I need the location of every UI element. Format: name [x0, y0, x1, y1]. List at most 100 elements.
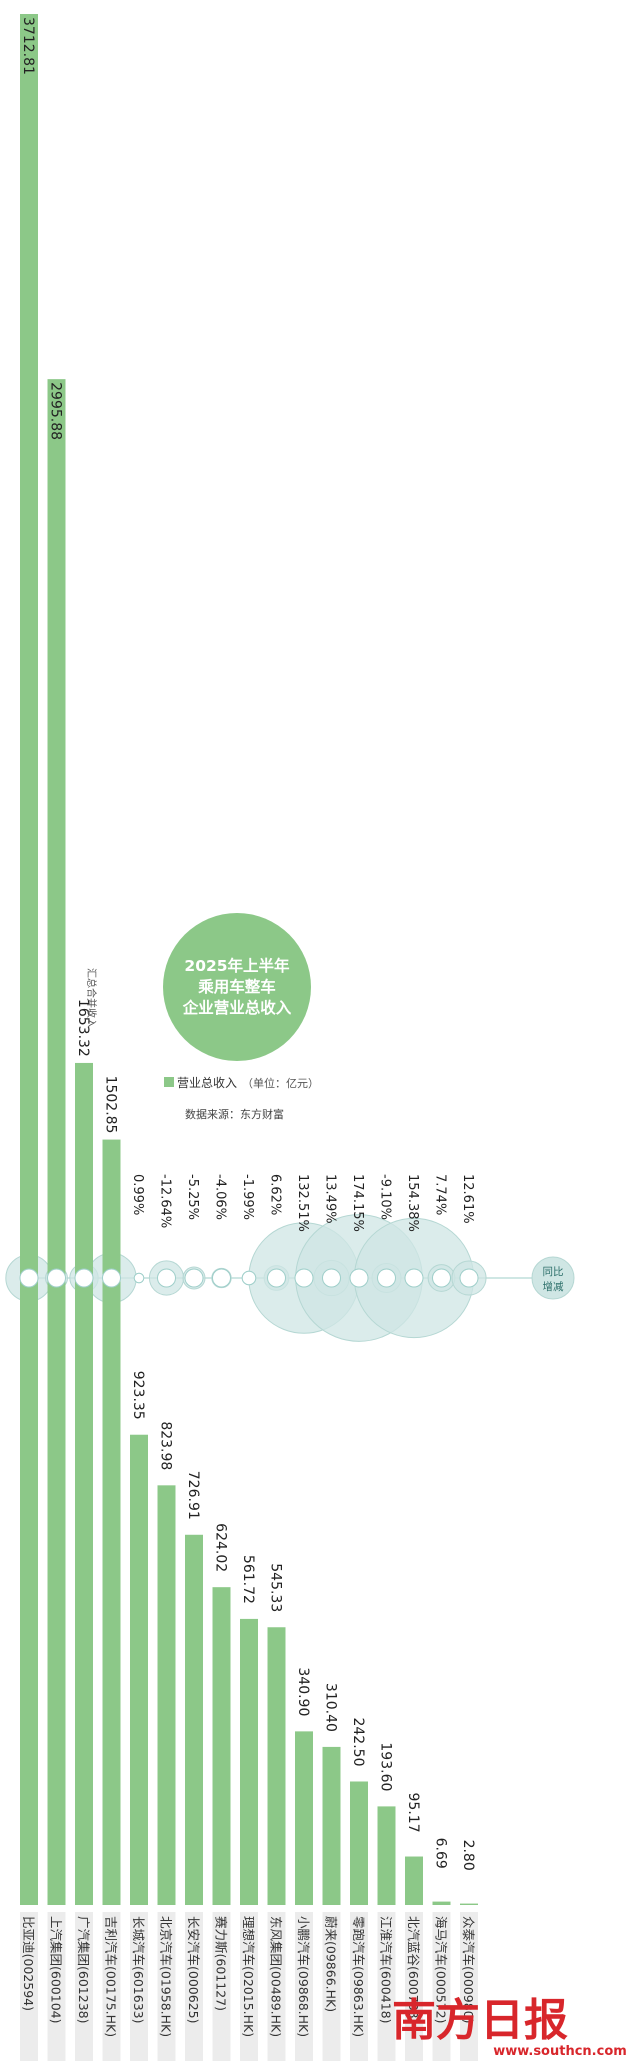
- watermark-url: www.southcn.com: [493, 2044, 627, 2059]
- company-label: 比亚迪(002594): [21, 1916, 36, 2011]
- revenue-bar: [75, 1062, 93, 1905]
- revenue-bar: [405, 1856, 423, 1905]
- revenue-value-label: 624.02: [213, 1523, 229, 1572]
- revenue-value-label: 310.40: [323, 1683, 339, 1732]
- yoy-label: 7.74%: [433, 1174, 448, 1215]
- yoy-bubble-dot: [157, 1268, 176, 1288]
- yoy-bubble-dot: [267, 1268, 286, 1288]
- title-line-3: 企业营业总收入: [182, 998, 292, 1017]
- yoy-label: -1.99%: [240, 1174, 255, 1220]
- revenue-value-label: 6.69: [433, 1838, 449, 1869]
- revenue-bar: [212, 1587, 231, 1905]
- company-label: 北汽蓝谷(600733): [406, 1916, 421, 2023]
- company-label-bg: [102, 1912, 121, 2061]
- yoy-badge: 同比 增减: [531, 1256, 575, 1300]
- revenue-value-label: 242.50: [350, 1717, 366, 1766]
- revenue-value-label: 726.91: [185, 1471, 201, 1520]
- title-circle: [163, 913, 311, 1061]
- revenue-value-label: 923.35: [130, 1371, 146, 1420]
- yoy-badge-line-2: 增减: [543, 1280, 564, 1293]
- revenue-bar: [20, 14, 38, 1905]
- revenue-value-label: 3712.81: [20, 17, 36, 75]
- yoy-label: -12.64%: [158, 1174, 173, 1228]
- legend-unit: （单位：亿元）: [242, 1076, 319, 1090]
- yoy-label: 174.15%: [350, 1174, 365, 1232]
- yoy-label: -4.06%: [213, 1174, 228, 1220]
- revenue-bar: [185, 1534, 203, 1905]
- data-source: 数据来源：东方财富: [185, 1107, 284, 1121]
- watermark: 南方日报 www.southcn.com: [392, 1995, 627, 2059]
- yoy-bubble-dot: [133, 1272, 145, 1284]
- company-label-bg: [295, 1912, 313, 2061]
- company-label-bg: [267, 1912, 286, 2061]
- chart-title: 2025年上半年 乘用车整车 企业营业总收入: [163, 913, 311, 1061]
- company-label-bg: [460, 1912, 478, 2061]
- revenue-value-label: 1653.32: [75, 999, 91, 1057]
- company-label-bg: [377, 1912, 396, 2061]
- revenue-value-label: 193.60: [378, 1742, 394, 1791]
- title-line-2: 乘用车整车: [197, 977, 276, 996]
- revenue-bar: [350, 1781, 368, 1905]
- company-label: 海马汽车(000572): [434, 1916, 449, 2023]
- yoy-bubble-dot: [349, 1268, 369, 1288]
- revenue-bar: [322, 1746, 341, 1905]
- legend: 营业总收入 （单位：亿元）: [164, 1076, 319, 1090]
- yoy-bubble-dot: [377, 1268, 396, 1288]
- revenue-bar: [102, 1139, 121, 1905]
- watermark-name: 南方日报: [392, 1995, 568, 2046]
- yoy-bubble-dot: [432, 1268, 451, 1288]
- yoy-bubble-dot: [459, 1268, 479, 1288]
- legend-label: 营业总收入: [177, 1076, 237, 1090]
- company-label-bg: [212, 1912, 231, 2061]
- revenue-value-label: 95.17: [405, 1793, 421, 1833]
- revenue-value-label: 545.33: [268, 1563, 284, 1612]
- company-label: 蔚来(09866.HK): [324, 1916, 339, 2012]
- yoy-bubble-dot: [294, 1268, 314, 1288]
- yoy-bubble-dot: [19, 1268, 39, 1288]
- yoy-label: 6.62%: [268, 1174, 283, 1215]
- yoy-bubble-dot: [184, 1268, 204, 1288]
- company-label-bg: [350, 1912, 368, 2061]
- yoy-label: 0.99%: [130, 1174, 145, 1215]
- yoy-badge-line-1: 同比: [543, 1265, 564, 1278]
- yoy-label: 12.61%: [460, 1174, 475, 1224]
- company-label-bg: [20, 1912, 38, 2061]
- revenue-value-label: 1502.85: [103, 1076, 119, 1134]
- company-label: 理想汽车(02015.HK): [241, 1916, 256, 2037]
- revenue-bar: [240, 1618, 258, 1905]
- revenue-bar: [157, 1485, 176, 1905]
- company-label: 上汽集团(600104): [49, 1916, 64, 2023]
- company-label: 长安汽车(000625): [186, 1916, 201, 2023]
- revenue-value-label: 2995.88: [48, 382, 64, 440]
- company-label-bg: [47, 1912, 66, 2061]
- company-label-bg: [185, 1912, 203, 2061]
- company-label-bg: [405, 1912, 423, 2061]
- company-label: 零跑汽车(09863.HK): [351, 1916, 366, 2037]
- revenue-value-label: 823.98: [158, 1421, 174, 1470]
- legend-swatch: [164, 1077, 174, 1087]
- company-label: 吉利汽车(00175.HK): [104, 1916, 119, 2037]
- title-line-1: 2025年上半年: [184, 956, 290, 975]
- revenue-bar: [432, 1901, 451, 1905]
- yoy-bubble-dot: [241, 1270, 257, 1286]
- company-label-bg: [157, 1912, 176, 2061]
- revenue-value-label: 561.72: [240, 1555, 256, 1604]
- revenue-value-label: 340.90: [295, 1667, 311, 1716]
- company-label-bg: [130, 1912, 148, 2061]
- revenue-bar: [295, 1731, 313, 1905]
- company-label: 北京汽车(01958.HK): [159, 1916, 174, 2037]
- company-labels: 比亚迪(002594) 上汽集团(600104) 广汽集团(601238) 吉利汽车(…: [20, 1912, 478, 2061]
- company-label-bg: [240, 1912, 258, 2061]
- company-label: 赛力斯(601127): [214, 1916, 229, 2011]
- yoy-bubble-dot: [322, 1268, 341, 1288]
- yoy-label: 13.49%: [323, 1174, 338, 1224]
- revenue-bars: 23.30%3712.815.23%2995.88-8.73%1653.3226…: [19, 14, 479, 1906]
- yoy-bubble-dot: [404, 1268, 424, 1288]
- gac-note: 汇总合并收入: [85, 968, 98, 1028]
- yoy-label: -9.10%: [378, 1174, 393, 1220]
- yoy-bubble-dot: [212, 1268, 231, 1288]
- yoy-label: 154.38%: [405, 1174, 420, 1232]
- revenue-value-label: 2.80: [460, 1840, 476, 1871]
- yoy-label: 132.51%: [295, 1174, 310, 1232]
